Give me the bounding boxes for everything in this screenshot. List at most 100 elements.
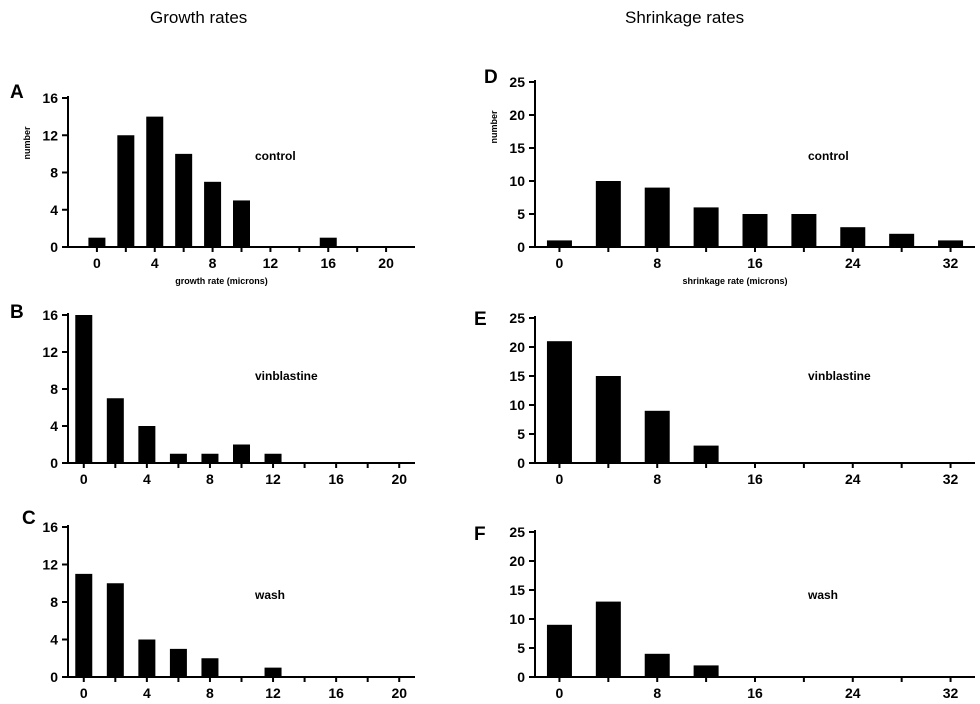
x-tick-label-d: 8 xyxy=(653,255,661,271)
panel-letter-a: A xyxy=(10,82,24,103)
bar-e xyxy=(693,445,719,463)
bar-a xyxy=(175,153,193,247)
bar-c xyxy=(138,639,156,677)
y-tick-label-c: 12 xyxy=(42,557,58,573)
y-tick-label-d: 10 xyxy=(509,173,525,189)
bar-d xyxy=(595,181,621,247)
x-tick-label-b: 12 xyxy=(265,471,281,487)
y-tick-label-a: 8 xyxy=(50,165,58,181)
bar-e xyxy=(595,376,621,463)
x-tick-label-e: 32 xyxy=(943,471,959,487)
bar-c xyxy=(201,658,219,677)
x-tick-label-a: 12 xyxy=(263,255,279,271)
x-tick-label-f: 32 xyxy=(943,685,959,701)
condition-label-b: vinblastine xyxy=(255,369,318,383)
bar-c xyxy=(75,573,93,677)
bar-a xyxy=(204,181,222,247)
growth-rates-title: Growth rates xyxy=(150,8,248,27)
x-tick-label-d: 32 xyxy=(943,255,959,271)
y-tick-label-a: 4 xyxy=(50,202,58,218)
x-tick-label-a: 0 xyxy=(93,255,101,271)
x-tick-label-e: 16 xyxy=(747,471,763,487)
bar-f xyxy=(644,653,670,677)
y-axis-label-a: number xyxy=(22,126,32,160)
x-tick-label-d: 24 xyxy=(845,255,861,271)
bar-c xyxy=(264,667,282,677)
condition-label-f: wash xyxy=(807,588,838,602)
x-tick-label-c: 4 xyxy=(143,685,151,701)
x-tick-label-d: 0 xyxy=(556,255,564,271)
x-tick-label-f: 24 xyxy=(845,685,861,701)
y-tick-label-b: 16 xyxy=(42,307,58,323)
x-tick-label-d: 16 xyxy=(747,255,763,271)
bar-b xyxy=(106,398,124,463)
bar-a xyxy=(233,200,250,247)
x-axis-label-a: growth rate (microns) xyxy=(175,276,268,286)
bar-c xyxy=(169,648,187,677)
panel-letter-c: C xyxy=(22,508,36,529)
bar-b xyxy=(138,426,156,463)
shrinkage-rates-title: Shrinkage rates xyxy=(625,8,745,27)
x-tick-label-b: 16 xyxy=(328,471,344,487)
bar-a xyxy=(117,135,135,247)
panel-letter-e: E xyxy=(474,309,487,330)
panel-letter-b: B xyxy=(10,302,24,323)
bar-c xyxy=(106,583,124,677)
y-tick-label-d: 0 xyxy=(517,239,525,255)
y-tick-label-e: 0 xyxy=(517,455,525,471)
y-tick-label-d: 20 xyxy=(509,107,525,123)
y-tick-label-b: 12 xyxy=(42,344,58,360)
condition-label-a: control xyxy=(255,149,296,163)
y-tick-label-f: 15 xyxy=(509,582,525,598)
x-axis-label-d: shrinkage rate (microns) xyxy=(682,276,787,286)
bar-f xyxy=(595,601,621,677)
x-tick-label-c: 12 xyxy=(265,685,281,701)
bar-a xyxy=(146,116,164,247)
panel-letter-d: D xyxy=(484,67,498,88)
condition-label-c: wash xyxy=(254,588,285,602)
y-tick-label-e: 15 xyxy=(509,368,525,384)
y-tick-label-c: 0 xyxy=(50,669,58,685)
x-tick-label-a: 8 xyxy=(209,255,217,271)
y-tick-label-c: 16 xyxy=(42,519,58,535)
bar-e xyxy=(546,341,572,463)
y-tick-label-b: 0 xyxy=(50,455,58,471)
bar-d xyxy=(889,233,915,247)
x-tick-label-c: 16 xyxy=(328,685,344,701)
y-tick-label-b: 8 xyxy=(50,381,58,397)
bar-a xyxy=(319,237,337,247)
bar-d xyxy=(840,227,866,247)
y-tick-label-a: 0 xyxy=(50,239,58,255)
bar-b xyxy=(75,315,93,463)
x-tick-label-e: 24 xyxy=(845,471,861,487)
x-tick-label-a: 16 xyxy=(320,255,336,271)
x-tick-label-b: 20 xyxy=(391,471,407,487)
y-tick-label-c: 4 xyxy=(50,632,58,648)
y-tick-label-f: 5 xyxy=(517,640,525,656)
y-tick-label-d: 5 xyxy=(517,206,525,222)
x-tick-label-f: 16 xyxy=(747,685,763,701)
x-tick-label-c: 8 xyxy=(206,685,214,701)
y-tick-label-e: 5 xyxy=(517,426,525,442)
x-tick-label-a: 20 xyxy=(378,255,394,271)
bar-b xyxy=(233,444,250,463)
bar-f xyxy=(693,665,719,677)
bar-f xyxy=(546,624,572,677)
bar-d xyxy=(742,214,768,247)
y-tick-label-d: 15 xyxy=(509,140,525,156)
x-tick-label-b: 0 xyxy=(80,471,88,487)
condition-label-e: vinblastine xyxy=(808,369,871,383)
bar-e xyxy=(644,410,670,463)
panel-letter-f: F xyxy=(474,524,486,545)
bar-b xyxy=(201,453,219,463)
y-tick-label-a: 16 xyxy=(42,90,58,106)
x-tick-label-c: 20 xyxy=(391,685,407,701)
x-tick-label-a: 4 xyxy=(151,255,159,271)
x-tick-label-b: 4 xyxy=(143,471,151,487)
bar-d xyxy=(546,240,572,247)
bar-b xyxy=(169,453,187,463)
x-tick-label-e: 8 xyxy=(653,471,661,487)
bar-a xyxy=(88,237,106,247)
x-tick-label-f: 8 xyxy=(653,685,661,701)
